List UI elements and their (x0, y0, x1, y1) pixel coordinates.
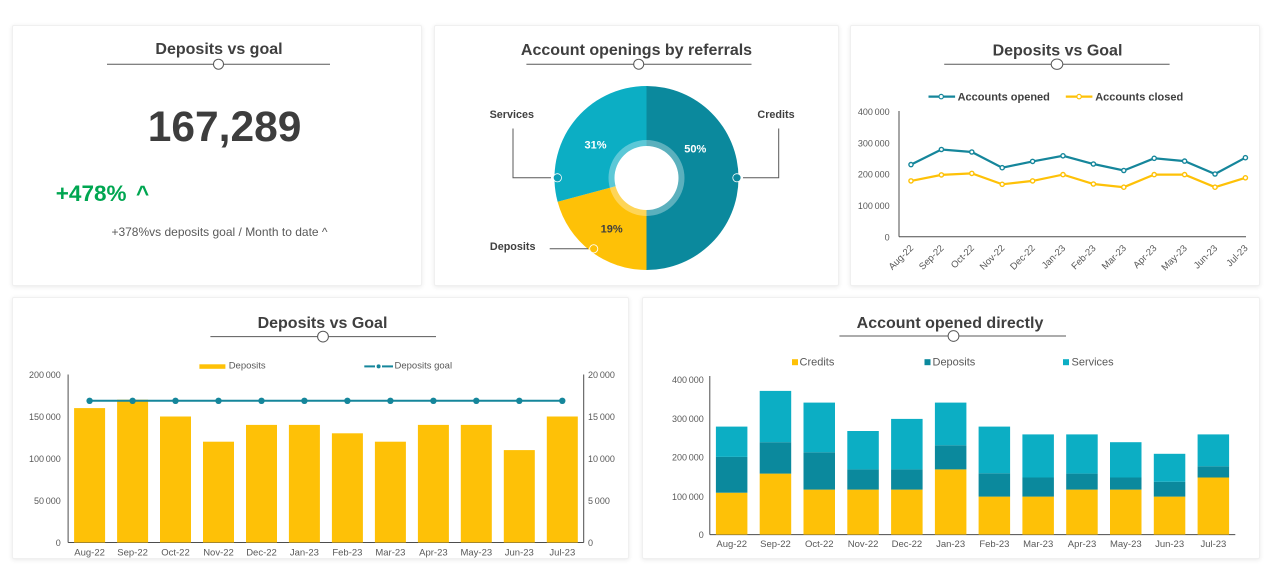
svg-text:Feb-23: Feb-23 (1069, 243, 1098, 272)
svg-text:Jun-23: Jun-23 (1155, 539, 1184, 550)
svg-text:50 000: 50 000 (34, 496, 61, 506)
svg-text:300 000: 300 000 (672, 414, 704, 424)
svg-text:Mar-23: Mar-23 (375, 548, 405, 559)
svg-text:100 000: 100 000 (858, 201, 890, 211)
svg-text:Dec-22: Dec-22 (1008, 243, 1037, 272)
svg-text:Feb-23: Feb-23 (979, 539, 1009, 550)
svg-text:Jun-23: Jun-23 (1192, 243, 1220, 271)
svg-text:Account opened directly: Account opened directly (857, 315, 1044, 332)
svg-text:0: 0 (56, 538, 61, 548)
svg-text:19%: 19% (601, 223, 623, 235)
svg-text:^: ^ (136, 181, 149, 206)
svg-text:May-23: May-23 (1160, 243, 1190, 273)
svg-text:31%: 31% (584, 139, 606, 151)
svg-text:Services: Services (490, 109, 534, 121)
svg-text:5 000: 5 000 (588, 496, 610, 506)
svg-text:Services: Services (1072, 357, 1115, 369)
svg-text:Aug-22: Aug-22 (716, 539, 747, 550)
svg-text:+378%vs deposits goal / Month: +378%vs deposits goal / Month to date ^ (111, 225, 327, 239)
svg-text:Mar-23: Mar-23 (1100, 243, 1129, 272)
svg-text:0: 0 (588, 538, 593, 548)
svg-text:Sep-22: Sep-22 (117, 548, 148, 559)
svg-text:Jul-23: Jul-23 (1224, 243, 1250, 269)
svg-text:Oct-22: Oct-22 (805, 539, 834, 550)
svg-text:Oct-22: Oct-22 (949, 243, 977, 271)
svg-text:Nov-22: Nov-22 (978, 243, 1007, 272)
svg-text:150 000: 150 000 (29, 412, 61, 422)
svg-text:200 000: 200 000 (858, 170, 890, 180)
svg-text:Aug-22: Aug-22 (74, 548, 105, 559)
svg-text:0: 0 (885, 232, 890, 242)
svg-text:Mar-23: Mar-23 (1023, 539, 1053, 550)
svg-text:Sep-22: Sep-22 (917, 243, 946, 272)
svg-text:Deposits: Deposits (490, 241, 536, 253)
svg-text:20 000: 20 000 (588, 370, 615, 380)
svg-text:Deposits vs Goal: Deposits vs Goal (258, 315, 388, 332)
svg-text:50%: 50% (684, 143, 706, 155)
svg-text:Nov-22: Nov-22 (203, 548, 234, 559)
svg-text:Jul-23: Jul-23 (1200, 539, 1226, 550)
svg-text:Sep-22: Sep-22 (760, 539, 791, 550)
svg-text:100 000: 100 000 (672, 492, 704, 502)
svg-text:Accounts closed: Accounts closed (1095, 91, 1183, 103)
svg-text:Dec-22: Dec-22 (246, 548, 277, 559)
svg-text:Deposits vs Goal: Deposits vs Goal (993, 42, 1123, 59)
svg-text:Deposits: Deposits (933, 357, 976, 369)
svg-text:0: 0 (699, 530, 704, 540)
svg-text:May-23: May-23 (460, 548, 492, 559)
svg-text:200 000: 200 000 (672, 453, 704, 463)
svg-text:Credits: Credits (757, 109, 794, 121)
svg-text:Feb-23: Feb-23 (332, 548, 362, 559)
svg-text:300 000: 300 000 (858, 138, 890, 148)
svg-text:400 000: 400 000 (672, 375, 704, 385)
svg-text:167,289: 167,289 (148, 104, 302, 151)
svg-text:Dec-22: Dec-22 (892, 539, 923, 550)
svg-text:Account openings by referrals: Account openings by referrals (521, 42, 752, 59)
svg-text:Nov-22: Nov-22 (848, 539, 879, 550)
svg-text:10 000: 10 000 (588, 454, 615, 464)
svg-text:15 000: 15 000 (588, 412, 615, 422)
svg-text:Jun-23: Jun-23 (505, 548, 534, 559)
svg-text:100 000: 100 000 (29, 454, 61, 464)
svg-text:400 000: 400 000 (858, 107, 890, 117)
svg-text:Jan-23: Jan-23 (1040, 243, 1068, 271)
svg-text:Jan-23: Jan-23 (290, 548, 319, 559)
svg-text:Jul-23: Jul-23 (549, 548, 575, 559)
svg-text:May-23: May-23 (1110, 539, 1142, 550)
svg-text:Deposits: Deposits (229, 361, 266, 372)
svg-text:+478%: +478% (56, 181, 127, 206)
svg-text:Deposits goal: Deposits goal (395, 361, 453, 372)
svg-text:Accounts opened: Accounts opened (958, 91, 1050, 103)
svg-text:Apr-23: Apr-23 (1068, 539, 1097, 550)
svg-text:Deposits vs goal: Deposits vs goal (155, 41, 282, 58)
svg-text:200 000: 200 000 (29, 370, 61, 380)
svg-text:Jan-23: Jan-23 (936, 539, 965, 550)
svg-text:Aug-22: Aug-22 (887, 243, 916, 272)
svg-text:Apr-23: Apr-23 (419, 548, 448, 559)
svg-text:Oct-22: Oct-22 (161, 548, 190, 559)
svg-text:Apr-23: Apr-23 (1131, 243, 1159, 271)
svg-text:Credits: Credits (800, 357, 835, 369)
